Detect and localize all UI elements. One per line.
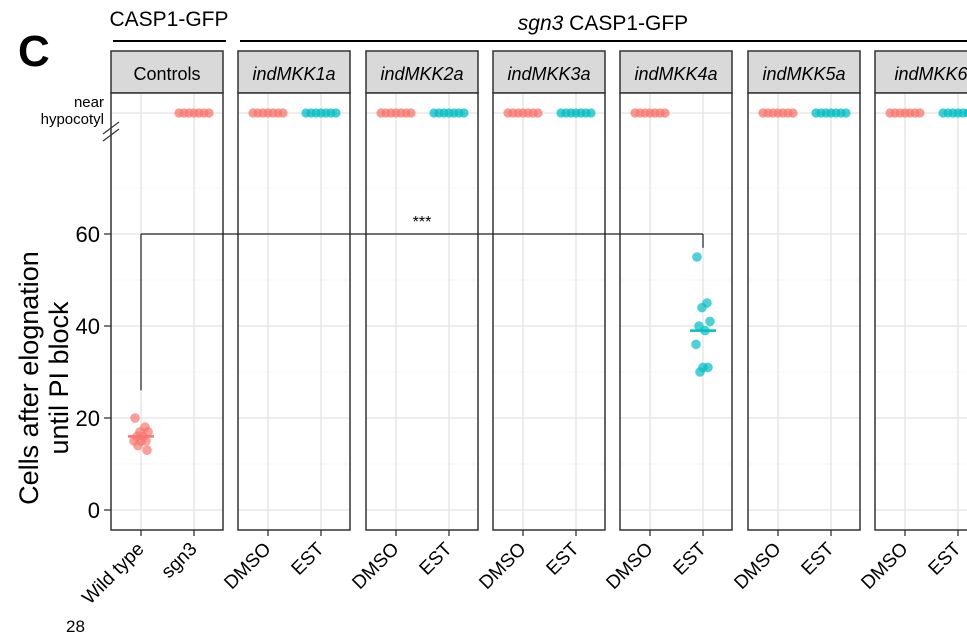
facet-plot-area [111,93,223,530]
facet-strip-label: indMKK2a [380,64,463,84]
facet-border [619,92,733,531]
facet-strip-label: indMKK5a [762,64,845,84]
facet-plot-area [493,93,605,530]
y-axis-title-line2: until PI block [44,301,74,455]
facet-strip-label: Controls [133,64,200,84]
x-tick-label: EST [543,538,584,579]
facet-plot-area [366,93,478,530]
x-tick-label: EST [288,538,329,579]
y-tick-label: 0 [88,498,100,523]
near-hypocotyl-point [915,108,925,118]
near-hypocotyl-point [963,108,967,118]
data-marks: *** [128,108,967,456]
x-tick-label: EST [416,538,457,579]
x-tick-label: DMSO [475,539,530,594]
facet-plot-area [748,93,860,530]
x-tick-label: sgn3 [158,539,202,583]
data-point [697,302,707,313]
facet-border [874,92,967,531]
data-point [130,413,140,423]
facet-border [237,92,351,531]
significance-label: *** [413,214,432,231]
page-number: 28 [66,617,85,636]
group-label-sgn3-rest: CASP1-GFP [563,12,688,35]
y-axis-title-line1: Cells after elognation [14,251,44,505]
y-tick-label: 60 [76,222,100,247]
facet-strip-label: indMKK4a [634,64,717,84]
near-hypocotyl-point [841,108,851,118]
near-hypocotyl-point [331,108,341,118]
facet-plot-area [238,93,350,530]
facet-plot-area [875,93,967,530]
group-label-sgn3-italic: sgn3 [518,12,564,35]
near-label-line1: near [74,94,104,111]
x-tick-label: EST [798,538,839,579]
significance-bracket: *** [140,214,704,391]
facet-strip [492,50,606,94]
x-tick-label: DMSO [857,539,912,594]
near-hypocotyl-point [459,108,469,118]
facet-border [747,92,861,531]
facet-7: indMKK6 DMSO EST [857,50,967,594]
facet-plot-area [620,93,732,530]
data-point [691,339,701,350]
facet-strip [619,50,733,94]
data-point [692,252,702,262]
axis-break-mark [102,121,120,135]
axis-break-mark [102,128,120,142]
facet-border [110,92,224,531]
facet-strip [365,50,479,94]
near-hypocotyl-point [406,108,416,118]
data-point [705,316,715,327]
facet-strip [747,50,861,94]
x-tick-label: EST [925,538,966,579]
facet-border [492,92,606,531]
facet-6: indMKK5a DMSO EST [730,50,861,594]
near-hypocotyl-point [533,108,543,118]
x-tick-label: Wild type [78,539,148,609]
data-point [133,440,143,451]
x-tick-label: DMSO [730,539,785,594]
facet-strip-label: indMKK3a [507,64,590,84]
facet-3: indMKK2a DMSO EST [348,50,479,594]
data-point [142,445,152,456]
facet-border [365,92,479,531]
near-hypocotyl-point [586,108,596,118]
x-tick-label: DMSO [220,539,275,594]
x-tick-label: DMSO [348,539,403,594]
y-tick-label: 20 [76,406,100,431]
facet-strip [110,50,224,94]
near-hypocotyl-point [204,108,214,118]
near-label-line2: hypocotyl [41,111,104,128]
near-hypocotyl-point [788,108,798,118]
facet-1: Controls Wild type sgn3 [78,50,224,609]
group-label-casp1: CASP1-GFP [109,8,228,31]
panel-letter: C [18,27,50,76]
near-hypocotyl-point [660,108,670,118]
group-label-sgn3: sgn3 CASP1-GFP [518,12,688,35]
x-tick-label: EST [670,538,711,579]
y-axis: 0 20 40 60 [76,121,120,523]
facet-4: indMKK3a DMSO EST [475,50,606,594]
y-tick-label: 40 [76,314,100,339]
facet-2: indMKK1a DMSO EST [220,50,351,594]
x-tick-label: DMSO [602,539,657,594]
near-hypocotyl-point [278,108,288,118]
data-point [695,367,705,377]
facet-strip-label: indMKK6 [894,64,967,84]
facet-strip-label: indMKK1a [252,64,335,84]
